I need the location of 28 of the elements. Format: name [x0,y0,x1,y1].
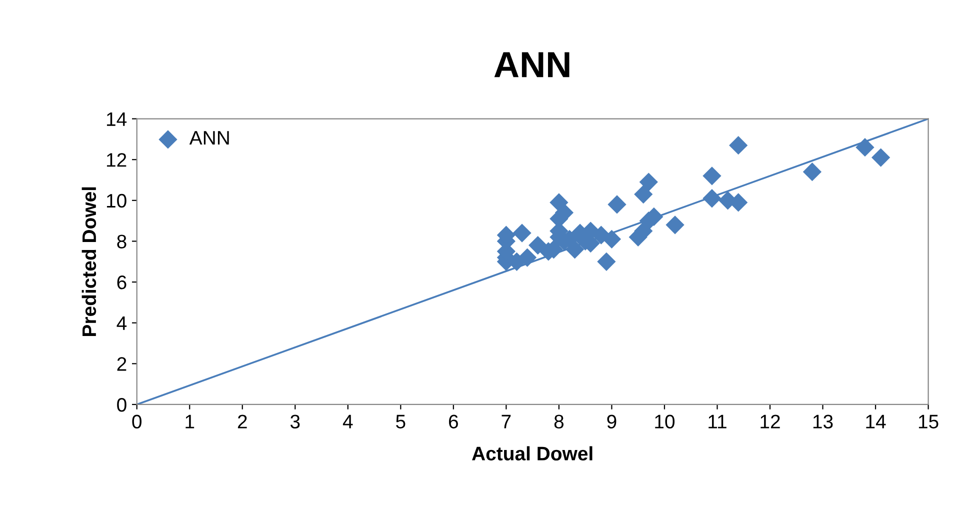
x-tick-label: 11 [708,414,726,428]
y-tick-label: 14 [106,112,127,126]
x-tick-label: 7 [502,414,511,428]
x-tick-label: 1 [186,414,194,428]
x-tick-label: 9 [607,414,616,428]
y-tick-label: 12 [106,153,126,167]
x-tick-label: 10 [655,414,675,428]
chart-title: ANN [494,52,570,78]
x-tick-label: 5 [396,414,406,428]
x-tick-label: 2 [238,414,247,428]
x-tick-label: 15 [918,414,938,428]
x-tick-label: 4 [342,414,353,428]
y-axis-title: Predicted Dowel [82,187,96,336]
x-tick-label: 14 [866,414,886,428]
y-tick-label: 6 [117,276,126,290]
x-tick-label: 12 [760,414,780,428]
x-axis-title: Actual Dowel [472,446,592,460]
y-tick-label: 8 [117,234,126,248]
y-tick-label: 2 [117,357,126,371]
x-tick-label: 0 [132,414,142,428]
legend-label: ANN [189,131,229,145]
y-tick-label: 10 [106,194,126,208]
x-tick-label: 6 [449,414,458,428]
x-tick-label: 8 [554,414,564,428]
x-tick-label: 13 [813,414,833,428]
y-tick-label: 0 [117,398,126,412]
y-tick-label: 4 [116,316,127,330]
x-tick-label: 3 [290,414,300,428]
